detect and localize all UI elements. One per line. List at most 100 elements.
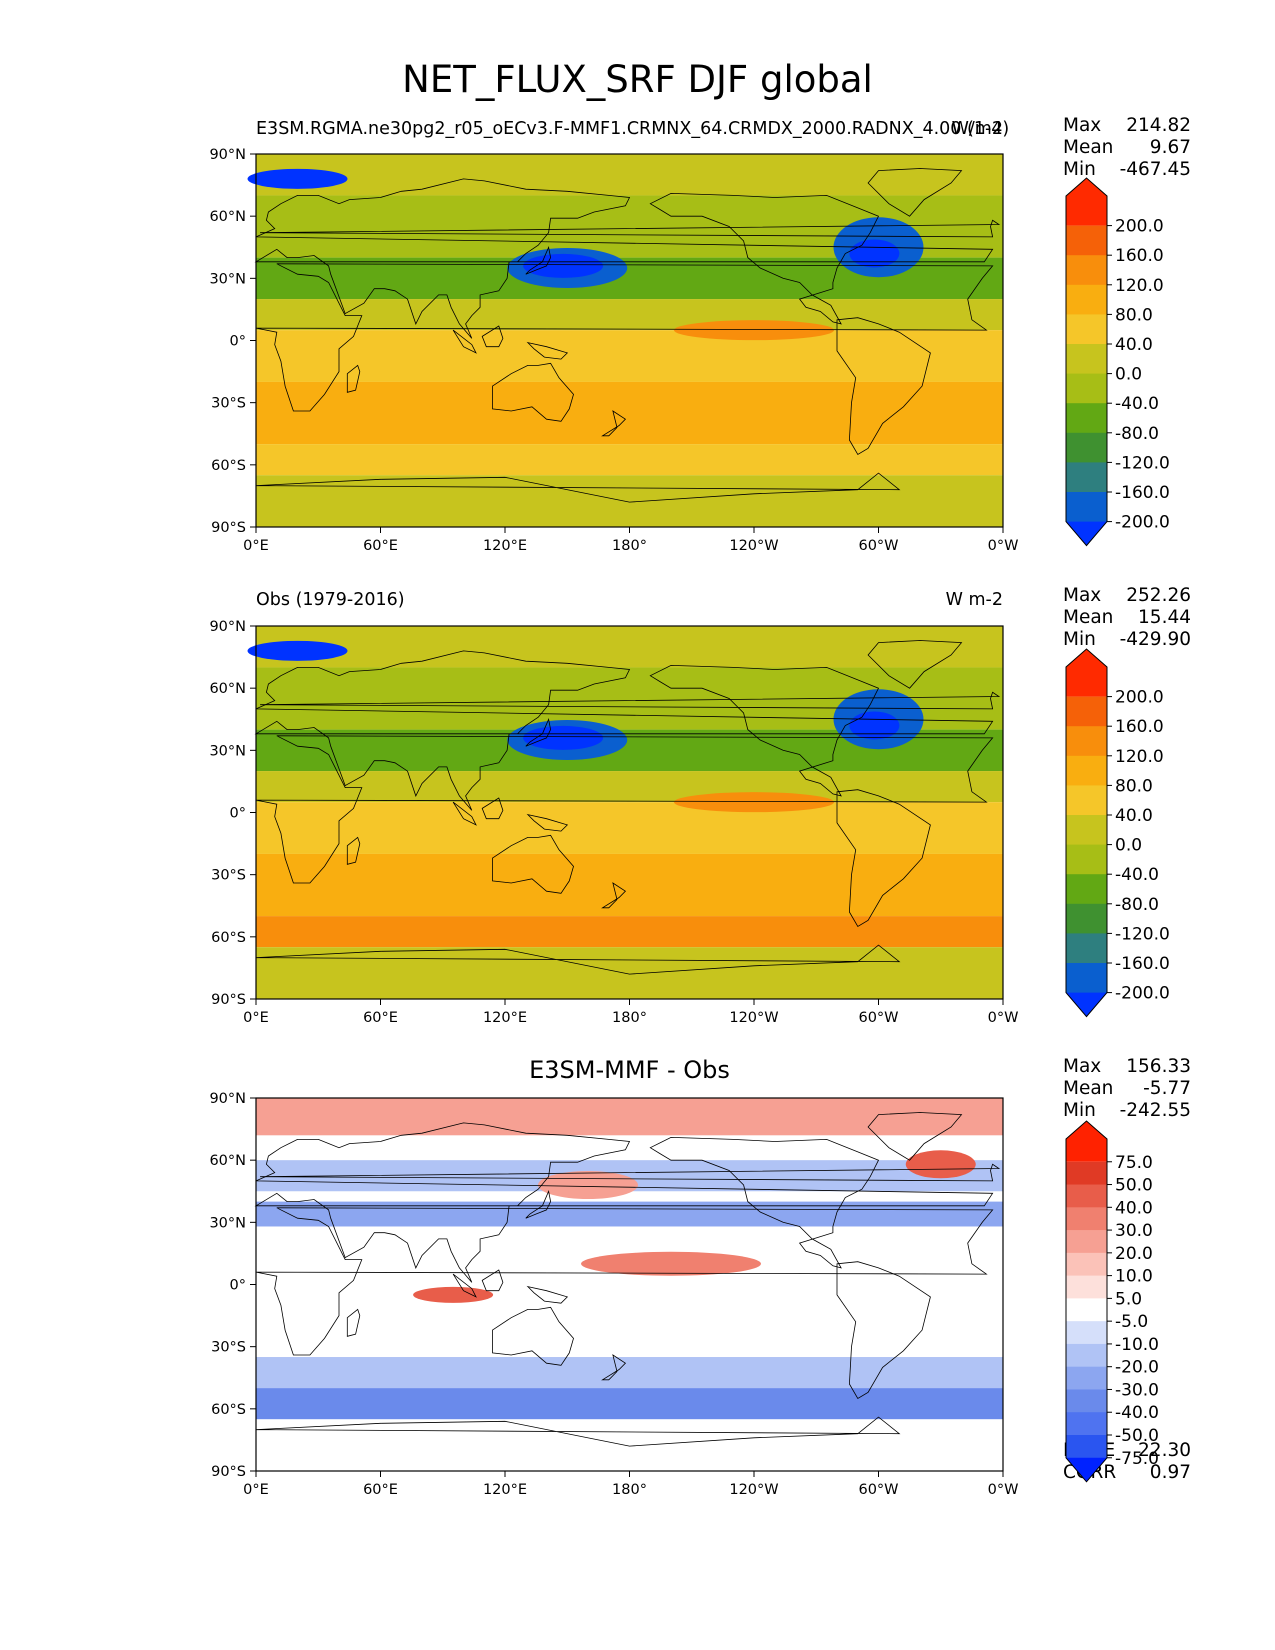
map-panel-1-coast-5 [492,834,574,894]
map-panel-2-coast-3 [255,1207,994,1356]
map-panel-2-coast-11 [526,1285,569,1304]
ytick-label-5: 60°S [211,930,246,946]
xtick-label-1: 60°E [363,538,398,554]
stats-max-label: Max [1063,1056,1102,1077]
field-gulfstream-outer [833,689,924,750]
colorbar-swatch-2 [1066,726,1107,757]
map-panel-0-coast-3 [255,263,994,412]
colorbar-swatch-1 [1066,1161,1107,1186]
map-panel-1-coast-6 [255,944,901,999]
field-barents [247,640,348,661]
colorbar-tick-label-5: 0.0 [1115,365,1142,385]
stats-mean-label: Mean [1063,607,1114,628]
field-diff-band-0 [256,1098,1003,1136]
colorbar-tick-label-8: -10.0 [1115,1335,1159,1355]
colorbar-swatch-10 [1066,963,1107,994]
colorbar-swatch-11 [1066,1389,1107,1413]
field-band-3 [256,771,1003,803]
colorbar-tick-label-3: 30.0 [1115,1221,1153,1241]
colorbar-swatch-8 [1066,903,1107,934]
xtick-label-4: 120°W [729,538,778,554]
figure-title: NET_FLUX_SRF DJF global [402,58,873,101]
ytick-label-1: 60°N [209,681,246,697]
map-panel-2-coast-0 [649,1136,880,1269]
colorbar-tick-label-3: 80.0 [1115,776,1153,796]
map-panel-1-coast-1 [867,640,963,689]
ytick-label-6: 90°S [211,992,246,1008]
colorbar-swatch-9 [1066,462,1107,493]
xtick-label-3: 180° [612,1010,647,1026]
error-stats: RMSE 22.30 CORR 0.97 [1063,1440,1191,1484]
map-panel-2-coast-13 [601,1354,627,1381]
map-panel-0-coast-9 [481,325,504,348]
field-diff-natl [905,1150,976,1179]
stats-min-label: Min [1063,1100,1096,1121]
colorbar-swatch-4 [1066,314,1107,345]
panel-ref-title-right: W m-2 [945,590,1003,610]
colorbar-ref: 200.0 160.0 120.0 80.0 40.0 0.0 -40.0 -80.0 -120… [1065,648,1170,1018]
colorbar-swatch-2 [1066,1184,1107,1208]
xtick-label-4: 120°W [729,1482,778,1498]
map-panel-0-coast-2 [836,317,931,456]
field-band-2 [256,729,1003,772]
colorbar-tick-label-1: 160.0 [1115,717,1164,737]
colorbar-swatch-8 [1066,432,1107,463]
field-diff-band-2 [256,1201,1003,1227]
xtick-label-5: 60°W [858,1482,898,1498]
colorbar-swatch-4 [1066,785,1107,816]
colorbar-swatch-6 [1066,373,1107,404]
ytick-label-3: 0° [230,1278,246,1294]
stats-test: Max 214.82 Mean 9.67 Min -467.45 [1063,115,1191,181]
field-band-7 [256,947,1003,999]
colorbar-tick-label-7: -80.0 [1115,895,1159,915]
xtick-label-3: 180° [612,538,647,554]
field-band-2 [256,257,1003,300]
map-panel-1-coast-8 [525,717,552,747]
xtick-label-0: 0°E [243,1482,269,1498]
colorbar-swatch-10 [1066,1366,1107,1390]
map-panel-2-coast-1 [867,1112,963,1161]
rmse-label: RMSE [1063,1440,1116,1461]
colorbar-swatch-5 [1066,1252,1107,1277]
xtick-label-1: 60°E [363,1482,398,1498]
colorbar-outline [1065,1120,1108,1483]
map-panel-2-coast-9 [481,1269,504,1292]
colorbar-outline [1065,177,1108,547]
colorbar-tick-label-0: 200.0 [1115,688,1164,708]
colorbar-tick-label-2: 40.0 [1115,1198,1153,1218]
map-panel-2-coast-6 [255,1416,901,1471]
colorbar-swatch-7 [1066,1298,1107,1322]
map-panel-2-coast-8 [525,1189,552,1219]
colorbar-swatch-5 [1066,815,1107,846]
field-barents [247,168,348,189]
map-panel-1-coast-7 [346,836,361,865]
colorbar-extend-max [1066,178,1107,226]
field-gulfstream-outer [833,217,924,278]
colorbar-tick-label-8: -120.0 [1115,453,1170,473]
map-frame-2 [255,1097,1004,1472]
field-band-7 [256,475,1003,527]
map-panel-0-coast-12 [260,219,1001,238]
stats-min-label: Min [1063,629,1096,650]
field-diff-io [413,1286,494,1303]
colorbar-swatch-9 [1066,1343,1107,1368]
map-panel-1-coast-10 [452,801,477,826]
colorbar-tick-label-9: -20.0 [1115,1358,1159,1378]
field-band-5 [256,853,1003,917]
colorbar-swatch-6 [1066,1275,1107,1299]
map-panel-0-coast-0 [649,192,880,325]
field-band-1 [256,195,1003,258]
ytick-label-4: 30°S [211,396,246,412]
stats-mean-value: 15.44 [1138,607,1191,628]
field-diff-band-4 [256,1388,1003,1420]
colorbar-extend-max [1066,1121,1107,1162]
map-panel-0-coast-11 [526,341,569,360]
field-eq-pacific [674,320,834,341]
field-base [256,1098,1003,1471]
colorbar-extend-min [1066,521,1107,546]
colorbar-tick-label-1: 50.0 [1115,1176,1153,1196]
field-band-3 [256,299,1003,331]
map-panel-1-coast-13 [601,882,627,909]
colorbar-swatch-1 [1066,696,1107,727]
